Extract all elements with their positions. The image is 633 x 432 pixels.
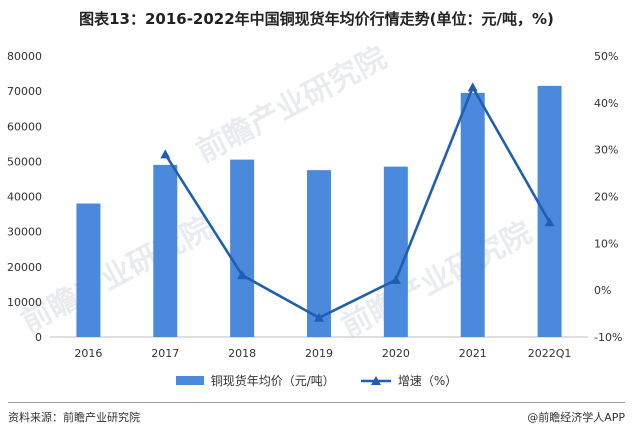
chart-title: 图表13：2016-2022年中国铜现货年均价行情走势(单位：元/吨，%) xyxy=(79,10,554,28)
y-left-tick-label: 80000 xyxy=(7,50,42,63)
y-right-tick-label: 50% xyxy=(594,50,618,63)
y-left-tick-label: 30000 xyxy=(7,226,42,239)
legend-label-growth: 增速（%） xyxy=(397,374,458,388)
y-left-tick-label: 20000 xyxy=(7,261,42,274)
bar xyxy=(230,159,255,337)
footer-brand: @前瞻经济学人APP xyxy=(527,409,625,425)
legend-item-growth: 增速（%） xyxy=(360,372,458,389)
y-right-tick-label: 10% xyxy=(594,237,618,250)
x-tick-label: 2021 xyxy=(459,347,487,360)
bar xyxy=(537,85,562,337)
growth-point xyxy=(314,312,324,322)
y-right-tick-label: 30% xyxy=(594,144,618,157)
y-left-tick-label: 0 xyxy=(35,331,42,344)
chart-plot: 0 10000 20000 30000 40000 50000 60000 70000 8000… xyxy=(7,50,622,360)
growth-point xyxy=(160,149,171,159)
legend-swatch-bar xyxy=(175,376,204,385)
bar xyxy=(460,92,485,337)
y-left-tick-label: 70000 xyxy=(7,85,42,98)
chart-legend: 铜现货年均价（元/吨） 增速（%） xyxy=(0,372,633,389)
growth-point xyxy=(467,82,478,92)
brand-text: @前瞻经济学人APP xyxy=(527,411,625,424)
y-left-tick-label: 60000 xyxy=(7,120,42,133)
x-tick-label: 2019 xyxy=(305,347,333,360)
legend-label-price: 铜现货年均价（元/吨） xyxy=(210,374,335,388)
legend-item-price: 铜现货年均价（元/吨） xyxy=(175,372,335,389)
bar xyxy=(383,166,408,337)
y-right-tick-label: 0% xyxy=(594,284,611,297)
y-left-tick-label: 50000 xyxy=(7,155,42,168)
y-right-tick-label: 20% xyxy=(594,191,618,204)
growth-point xyxy=(390,274,401,284)
x-tick-label: 2022Q1 xyxy=(528,347,572,360)
growth-point xyxy=(544,217,555,227)
source-note: 资料来源：前瞻产业研究院 xyxy=(8,411,140,424)
x-tick-label: 2017 xyxy=(151,347,179,360)
y-right-tick-label: -10% xyxy=(594,331,622,344)
y-left-tick-label: 10000 xyxy=(7,296,42,309)
footer: 资料来源：前瞻产业研究院 @前瞻经济学人APP xyxy=(8,402,625,425)
bar xyxy=(76,203,101,337)
bar xyxy=(307,170,331,337)
bar xyxy=(153,164,178,337)
growth-line xyxy=(164,86,551,320)
legend-swatch-line xyxy=(360,375,391,385)
x-tick-label: 2016 xyxy=(74,347,102,360)
x-tick-label: 2020 xyxy=(382,347,410,360)
y-left-tick-label: 40000 xyxy=(7,191,42,204)
y-right-tick-label: 40% xyxy=(594,97,618,110)
x-tick-label: 2018 xyxy=(228,347,256,360)
growth-point xyxy=(237,270,248,280)
